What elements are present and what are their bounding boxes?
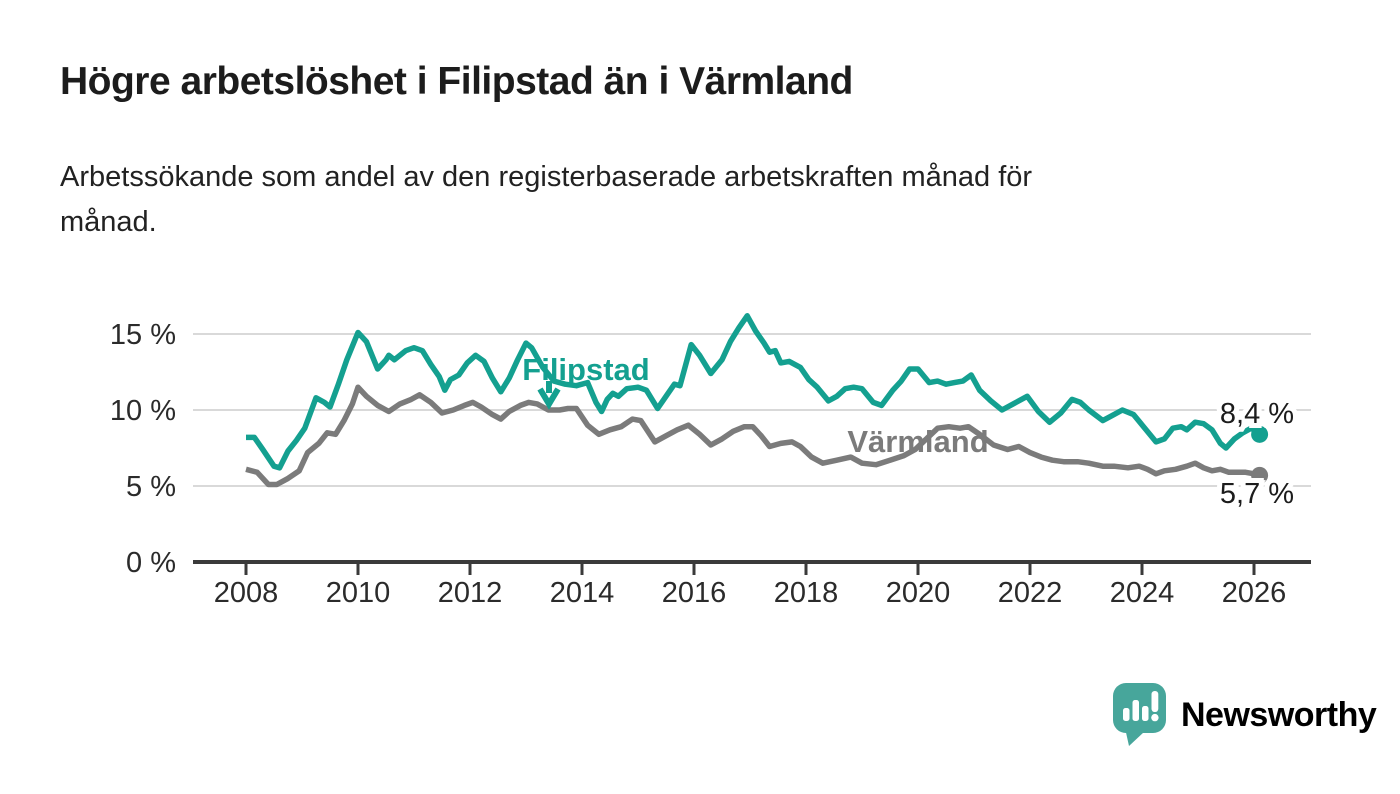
newsworthy-logo-icon — [1113, 683, 1166, 746]
x-tick-label-2020: 2020 — [886, 577, 951, 609]
logo-bar-1 — [1123, 708, 1130, 721]
filipstad-down-arrow-icon — [537, 387, 561, 410]
x-tick-label-2022: 2022 — [998, 577, 1063, 609]
varmland-end-value-label: 5,7 % — [1220, 478, 1294, 510]
subtitle-line-1: Arbetssökande som andel av den registerb… — [60, 161, 1033, 193]
x-tick-label-2018: 2018 — [774, 577, 839, 609]
x-tick-label-2012: 2012 — [438, 577, 503, 609]
varmland-series-label: Värmland — [847, 424, 988, 459]
x-tick-label-2016: 2016 — [662, 577, 727, 609]
x-tick-label-2010: 2010 — [326, 577, 391, 609]
logo-exclamation-bar — [1151, 691, 1159, 712]
varmland-end-dot — [1251, 466, 1269, 484]
varmland-line — [245, 384, 1261, 488]
newsworthy-logo-text: Newsworthy — [1181, 695, 1377, 734]
y-tick-label-10: 10 % — [110, 395, 176, 427]
chart-subtitle: Arbetssökande som andel av den registerb… — [60, 155, 1032, 245]
filipstad-end-value-label: 8,4 % — [1220, 398, 1294, 430]
logo-bar-2 — [1132, 700, 1139, 721]
logo-exclamation-dot — [1151, 713, 1159, 722]
x-tick-label-2008: 2008 — [214, 577, 279, 609]
page-title: Högre arbetslöshet i Filipstad än i Värm… — [60, 60, 853, 103]
filipstad-line — [246, 313, 1262, 471]
x-tick-label-2024: 2024 — [1110, 577, 1175, 609]
subtitle-line-2: månad. — [60, 205, 157, 238]
filipstad-end-dot — [1251, 425, 1269, 443]
logo-bubble-tail — [1125, 728, 1145, 746]
filipstad-series-label: Filipstad — [522, 352, 649, 387]
y-tick-label-15: 15 % — [110, 319, 176, 351]
x-tick-label-2014: 2014 — [550, 577, 615, 609]
newsworthy-logo: Newsworthy — [1112, 682, 1377, 748]
logo-bar-3 — [1142, 706, 1149, 721]
x-tick-label-2026: 2026 — [1222, 577, 1287, 609]
y-tick-label-0: 0 % — [126, 547, 176, 579]
y-tick-label-5: 5 % — [126, 471, 176, 503]
